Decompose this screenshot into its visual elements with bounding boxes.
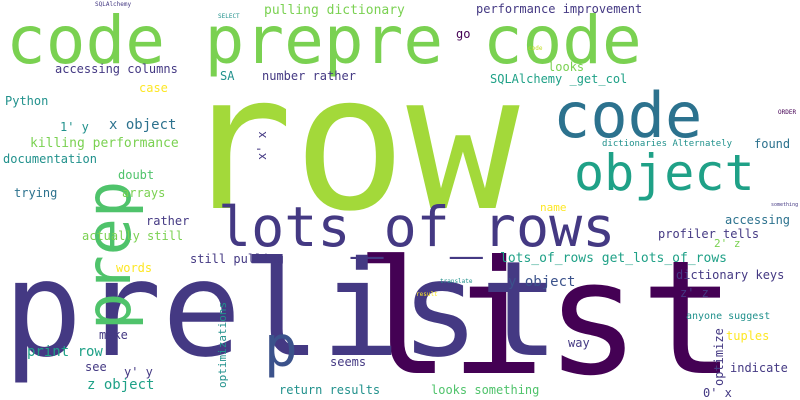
word-object: object xyxy=(574,144,755,202)
word-arrays: arrays xyxy=(122,186,166,200)
word-doubt: doubt xyxy=(118,168,155,182)
word-accessing-columns: accessing columns xyxy=(55,62,178,76)
word-number-rather: number rather xyxy=(262,69,356,83)
word-y-object: y object xyxy=(508,274,576,290)
word-found: found xyxy=(754,137,791,151)
word-p: p xyxy=(264,315,298,380)
word-still-pulling: still pulling xyxy=(190,252,284,266)
word-dictionary-keys: dictionary keys xyxy=(676,268,785,282)
word-accessing: accessing xyxy=(725,213,791,227)
word-looks-top: looks xyxy=(548,60,585,74)
word-see: see xyxy=(85,360,107,374)
word-row: row xyxy=(180,34,520,253)
word-seems: seems xyxy=(330,355,367,369)
word-z-object: z object xyxy=(87,377,155,393)
word-lots-of-rows-large: lots_of_rows xyxy=(218,195,616,259)
word-anyone-suggest: anyone suggest xyxy=(686,311,771,322)
word-python: Python xyxy=(5,94,49,108)
word-code-prepre-code: code prepre code xyxy=(6,2,642,79)
word-words: words xyxy=(116,261,153,275)
word-x-x: x' x xyxy=(255,131,269,160)
word-list: list xyxy=(355,227,736,400)
word-name: name xyxy=(540,201,567,214)
word-translate: translate xyxy=(440,278,473,285)
word-return-results: return results xyxy=(279,383,381,397)
word-actually-still: actually still xyxy=(82,229,184,243)
word-pulling-dictionary: pulling dictionary xyxy=(264,3,405,18)
word-prep: prep xyxy=(72,180,145,330)
word-optimizations: optimizations xyxy=(216,301,229,388)
word-looks-something: looks something xyxy=(431,383,540,397)
word-prelist: prelist xyxy=(3,233,560,387)
word-code-small: code xyxy=(528,45,543,52)
word-x-object: x object xyxy=(109,117,177,133)
word-sa: SA xyxy=(220,69,235,83)
word-way: way xyxy=(568,336,590,350)
word-case: case xyxy=(139,81,168,95)
word-2-z: 2' z xyxy=(714,237,741,250)
word-sqlalchemy-get-col: SQLAlchemy _get_col xyxy=(490,72,628,86)
word-go: go xyxy=(456,27,471,41)
word-rather: rather xyxy=(146,214,190,228)
word-something: something xyxy=(771,202,799,208)
word-y-y: y' y xyxy=(124,365,153,379)
word-killing-performance: killing performance xyxy=(30,136,179,151)
word-0-x: 0' x xyxy=(703,386,732,400)
word-performance-improvement: performance improvement xyxy=(476,2,643,16)
word-dictionaries-alternately: dictionaries Alternately xyxy=(602,139,733,149)
word-1-y: 1' y xyxy=(60,120,89,134)
word-result: result xyxy=(416,291,438,298)
word-sqlalchemy-small: SQLAlchemy xyxy=(95,1,132,8)
word-documentation: documentation xyxy=(3,152,97,166)
word-trying: trying xyxy=(14,186,58,200)
word-indicate: indicate xyxy=(730,361,788,375)
word-code-blue: code xyxy=(553,79,703,152)
word-tuples: tuples xyxy=(726,329,770,343)
word-order: ORDER xyxy=(778,109,797,116)
word-make: make xyxy=(99,328,128,342)
word-lots-of-rows-get-lots-of-rows: lots_of_rows get_lots_of_rows xyxy=(500,251,727,266)
word-optimize: optimize xyxy=(712,328,726,386)
word-print-row: print row xyxy=(27,344,103,360)
word-select: SELECT xyxy=(218,13,240,20)
word-z-z: z' z xyxy=(680,286,709,300)
word-profiler-tells: profiler tells xyxy=(658,227,760,241)
